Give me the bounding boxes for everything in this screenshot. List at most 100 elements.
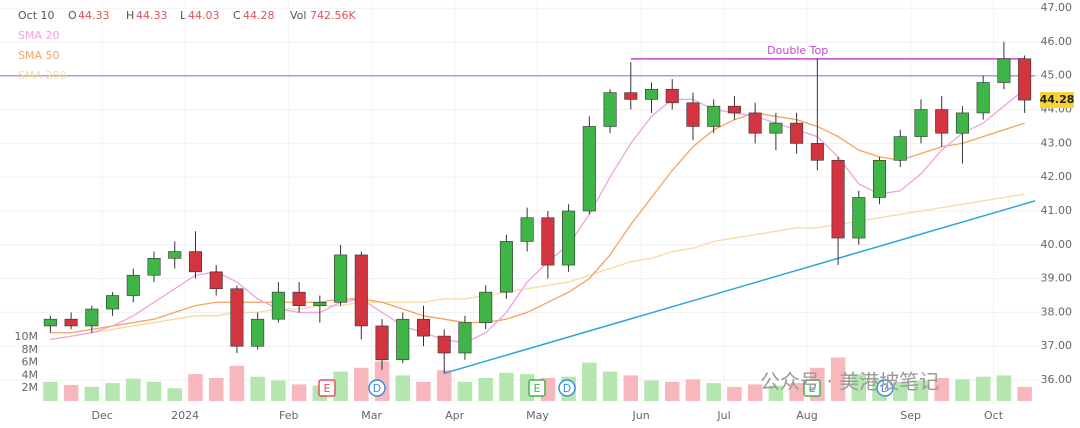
volume-bar (188, 374, 203, 401)
event-marker (318, 379, 336, 397)
event-label: D (881, 382, 889, 395)
volume-bar (893, 381, 908, 401)
volume-bar (478, 377, 493, 401)
volume-bar (395, 375, 411, 401)
low-value: 44.03 (188, 9, 220, 22)
candle-body (334, 254, 348, 303)
close-value: 44.28 (243, 9, 275, 22)
legend-entry: SMA 20 (18, 29, 60, 42)
candle-body (976, 82, 990, 114)
last-price-label: 44.28 (1040, 93, 1075, 106)
volume-bar (582, 362, 597, 401)
watermark: 公众号 · 美港坡笔记 (760, 370, 939, 394)
candle-body (665, 88, 679, 104)
candle-body (43, 318, 57, 327)
event-marker (558, 379, 576, 397)
candle-body (790, 122, 804, 144)
volume-bar (63, 385, 79, 401)
event-label: E (534, 382, 541, 395)
volume-bar (747, 384, 763, 401)
close-label: C (233, 9, 241, 22)
x-tick-label: Feb (279, 409, 298, 422)
candle-body (126, 274, 140, 296)
volume-value: 742.56K (310, 9, 356, 22)
candle-body (624, 92, 638, 100)
y-tick-label: 45.00 (1041, 69, 1073, 82)
candle-body (292, 291, 306, 306)
y-tick-label: 36.00 (1041, 373, 1073, 386)
candle-body (955, 112, 969, 134)
volume-bar (913, 380, 929, 401)
y-tick-label: 39.00 (1041, 272, 1073, 285)
high-label: H (126, 9, 134, 22)
volume-bar (229, 365, 245, 401)
volume-bar (685, 379, 701, 401)
candle-body (562, 210, 576, 266)
low-label: L (180, 9, 187, 22)
x-tick-label: Aug (796, 409, 817, 422)
candle-body (914, 109, 928, 137)
volume-bar (250, 376, 265, 401)
candle-body (396, 318, 410, 361)
candle-body (458, 322, 472, 354)
volume-bar (789, 383, 804, 401)
volume-bar (436, 370, 452, 401)
candle-body (873, 159, 887, 198)
volume-bar (84, 386, 100, 401)
y-tick-label: 47.00 (1041, 1, 1073, 14)
volume-label: Vol (290, 9, 306, 22)
legend-entry: SMA 50 (18, 49, 60, 62)
candle-body (644, 88, 659, 100)
candle-body (541, 217, 555, 266)
volume-bar (975, 376, 991, 401)
event-label: D (373, 382, 381, 395)
volume-bar (271, 380, 286, 401)
y-tick-label: 40.00 (1041, 238, 1073, 251)
volume-bar (664, 381, 680, 401)
candle-body (499, 241, 513, 293)
level-label: Double Top (767, 44, 828, 57)
x-tick-label: Sep (900, 409, 921, 422)
candle-body (209, 271, 223, 290)
candle-body (997, 58, 1011, 83)
volume-bar (768, 385, 784, 401)
candle-body (686, 102, 700, 127)
event-label: E (809, 382, 816, 395)
volume-tick-label: 10M (15, 330, 39, 343)
volume-bar (146, 381, 162, 401)
candle-body (106, 295, 120, 310)
x-tick-label: Oct (984, 409, 1004, 422)
volume-bar (1017, 386, 1032, 401)
volume-bar (354, 367, 369, 401)
candle-body (603, 92, 617, 127)
volume-bar (602, 371, 618, 401)
y-tick-label: 41.00 (1041, 204, 1073, 217)
x-tick-label: 2024 (171, 409, 199, 422)
x-tick-label: Apr (445, 409, 465, 422)
candle-body (1018, 58, 1032, 101)
volume-bar (208, 377, 224, 401)
candle-body (416, 318, 431, 337)
volume-bar (644, 380, 659, 401)
volume-bar (43, 381, 58, 401)
x-tick-label: Mar (361, 409, 382, 422)
trendline (444, 200, 1036, 375)
candle-body (769, 122, 783, 134)
y-tick-label: 43.00 (1041, 136, 1073, 149)
candle-body (64, 318, 78, 327)
open-value: 44.33 (78, 9, 110, 22)
event-marker (803, 379, 821, 397)
volume-bar (623, 375, 639, 401)
candle-body (271, 291, 285, 320)
candle-body (935, 109, 949, 134)
last-price-box (1040, 92, 1074, 109)
candle-body (354, 254, 368, 327)
candle-body (147, 258, 161, 276)
volume-bar (457, 381, 473, 401)
volume-bar (416, 381, 431, 401)
candle-body (727, 105, 741, 114)
event-marker (368, 379, 386, 397)
volume-bar (126, 378, 141, 401)
volume-bar (830, 357, 846, 401)
